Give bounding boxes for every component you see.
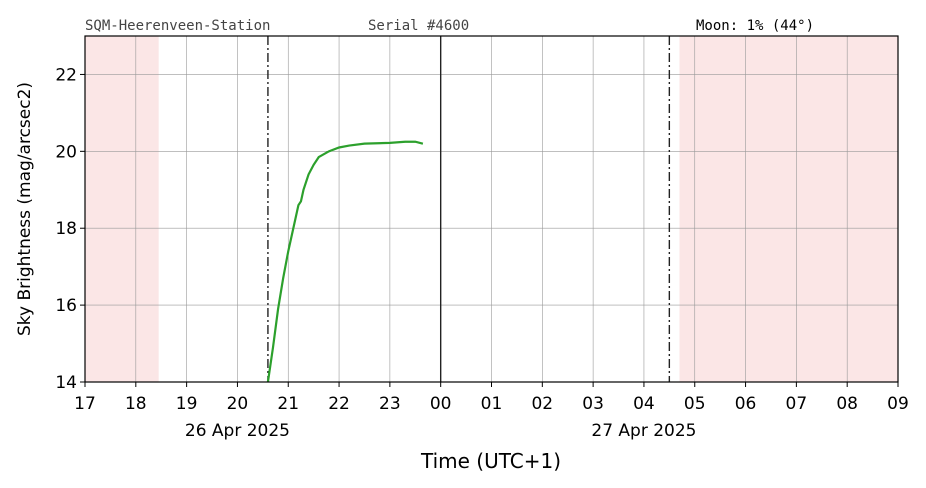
x-tick-label: 07	[786, 394, 808, 414]
y-tick-label: 22	[55, 65, 77, 85]
night-shade	[679, 36, 898, 382]
x-tick-label: 05	[684, 394, 706, 414]
x-tick-label: 04	[633, 394, 655, 414]
x-tick-label: 03	[582, 394, 604, 414]
y-tick-label: 14	[55, 373, 77, 393]
plot-frame	[84, 35, 899, 383]
x-tick-label: 22	[328, 394, 350, 414]
brightness-line	[266, 140, 424, 383]
x-tick-label: 08	[836, 394, 858, 414]
y-tick-label: 20	[55, 142, 77, 162]
x-tick-label: 18	[125, 394, 147, 414]
x-tick-label: 02	[531, 394, 553, 414]
night-shade	[85, 36, 159, 382]
x-tick-label: 06	[735, 394, 757, 414]
serial-label: Serial #4600	[368, 18, 469, 34]
x-tick-label: 09	[887, 394, 909, 414]
x-tick-label: 17	[74, 394, 96, 414]
x-tick-label: 00	[430, 394, 452, 414]
x-tick-label: 19	[176, 394, 198, 414]
x-axis-label: Time (UTC+1)	[420, 449, 561, 473]
x-tick-label: 01	[481, 394, 503, 414]
moon-label: Moon: 1% (44°)	[696, 18, 814, 34]
date-label: 26 Apr 2025	[185, 421, 290, 441]
date-label: 27 Apr 2025	[591, 421, 696, 441]
station-label: SQM-Heerenveen-Station	[85, 18, 270, 34]
x-tick-label: 21	[277, 394, 299, 414]
x-tick-label: 23	[379, 394, 401, 414]
y-tick-label: 18	[55, 219, 77, 239]
y-axis-label: Sky Brightness (mag/arcsec2)	[15, 82, 35, 336]
y-tick-label: 16	[55, 296, 77, 316]
x-tick-label: 20	[227, 394, 249, 414]
